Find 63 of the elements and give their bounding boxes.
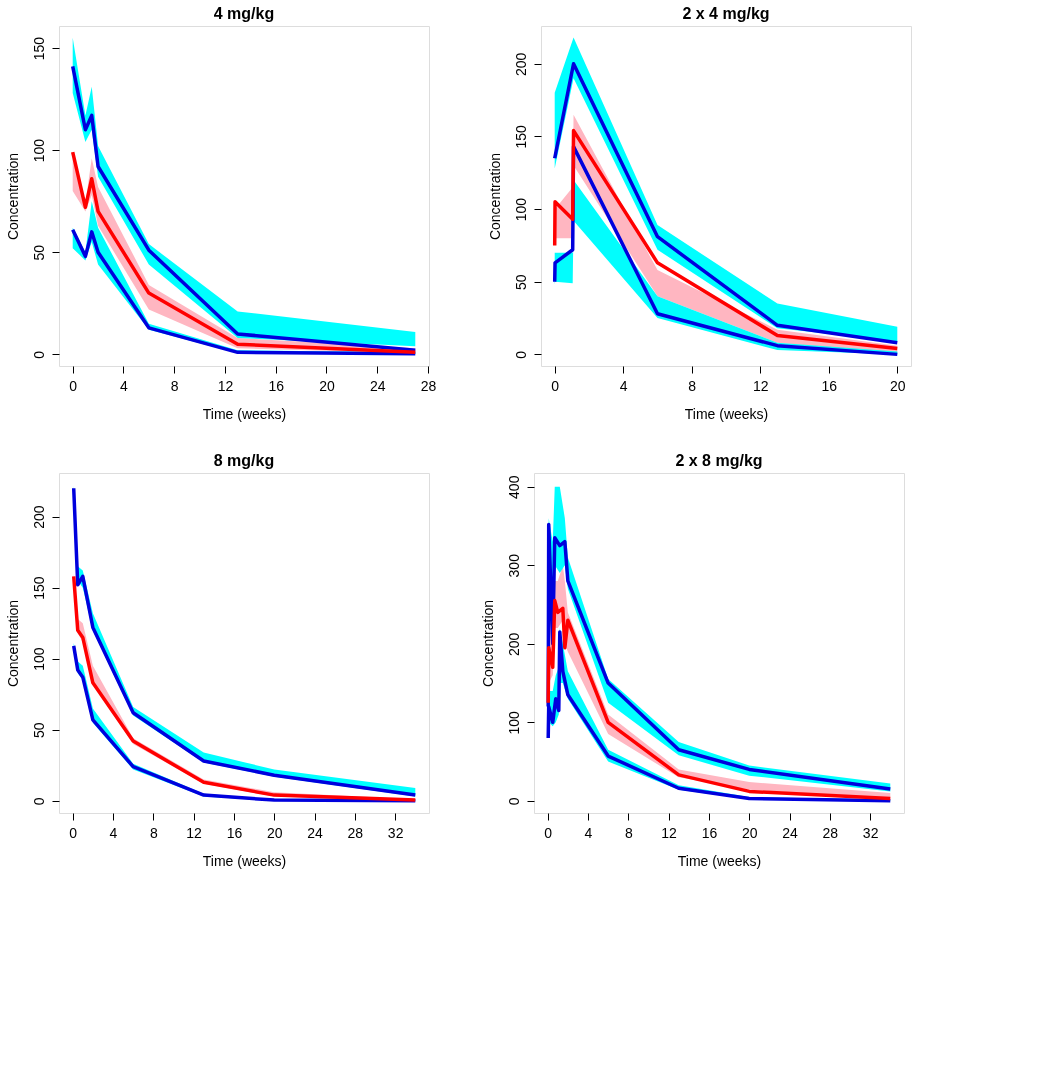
x-tick-label: 28 <box>347 824 364 841</box>
y-tick-label: 0 <box>505 797 522 806</box>
y-tick-label: 150 <box>30 576 47 600</box>
x-tick-label: 28 <box>822 824 839 841</box>
x-tick-label: 20 <box>741 824 758 841</box>
x-tick-label: 20 <box>319 377 335 394</box>
chart-title: 2 x 4 mg/kg <box>682 5 770 22</box>
x-tick-label: 24 <box>782 824 799 841</box>
x-tick-label: 4 <box>120 377 129 394</box>
x-axis-title: Time (weeks) <box>684 405 769 422</box>
x-tick-label: 8 <box>624 824 633 841</box>
x-tick-label: 12 <box>217 377 234 394</box>
x-tick-label: 12 <box>186 824 203 841</box>
x-tick-label: 16 <box>226 824 243 841</box>
x-tick-label: 0 <box>544 824 553 841</box>
x-tick-label: 0 <box>551 377 560 394</box>
x-tick-label: 16 <box>268 377 285 394</box>
y-tick-label: 50 <box>30 244 47 261</box>
x-tick-label: 12 <box>661 824 678 841</box>
y-tick-label: 0 <box>512 350 529 359</box>
x-tick-label: 12 <box>752 377 769 394</box>
chart-title: 8 mg/kg <box>213 452 275 469</box>
x-tick-label: 24 <box>369 377 386 394</box>
y-tick-label: 50 <box>512 274 529 291</box>
x-tick-label: 20 <box>266 824 283 841</box>
x-tick-label: 8 <box>688 377 697 394</box>
y-tick-label: 300 <box>505 553 522 578</box>
y-tick-label: 100 <box>30 647 47 671</box>
x-tick-label: 16 <box>701 824 718 841</box>
y-axis-title: Concentration <box>4 599 21 688</box>
x-tick-label: 24 <box>307 824 324 841</box>
chart-title: 2 x 8 mg/kg <box>675 452 763 469</box>
x-tick-label: 28 <box>420 377 437 394</box>
y-tick-label: 100 <box>30 138 47 163</box>
x-tick-label: 8 <box>170 377 179 394</box>
y-tick-label: 0 <box>30 350 47 359</box>
x-tick-label: 0 <box>69 377 78 394</box>
y-tick-label: 0 <box>30 797 47 806</box>
chart-title: 4 mg/kg <box>213 5 275 22</box>
y-tick-label: 200 <box>505 632 522 656</box>
y-tick-label: 100 <box>505 710 522 735</box>
y-axis-title: Concentration <box>486 152 503 241</box>
x-axis-title: Time (weeks) <box>202 405 287 422</box>
x-tick-label: 20 <box>890 377 906 394</box>
y-axis-title: Concentration <box>479 599 496 688</box>
x-tick-label: 8 <box>149 824 158 841</box>
x-axis-title: Time (weeks) <box>202 852 287 869</box>
x-tick-label: 16 <box>821 377 838 394</box>
y-tick-label: 200 <box>512 52 529 76</box>
x-tick-label: 4 <box>109 824 118 841</box>
y-tick-label: 150 <box>30 36 47 61</box>
x-tick-label: 32 <box>387 824 404 841</box>
y-tick-label: 100 <box>512 197 529 222</box>
x-tick-label: 4 <box>584 824 593 841</box>
y-axis-title: Concentration <box>4 152 21 241</box>
y-tick-label: 200 <box>30 505 47 529</box>
y-tick-label: 50 <box>30 722 47 739</box>
y-tick-label: 150 <box>512 125 529 149</box>
x-axis-title: Time (weeks) <box>677 852 762 869</box>
x-tick-label: 0 <box>69 824 78 841</box>
y-tick-label: 400 <box>505 475 522 499</box>
x-tick-label: 4 <box>619 377 628 394</box>
x-tick-label: 32 <box>862 824 879 841</box>
